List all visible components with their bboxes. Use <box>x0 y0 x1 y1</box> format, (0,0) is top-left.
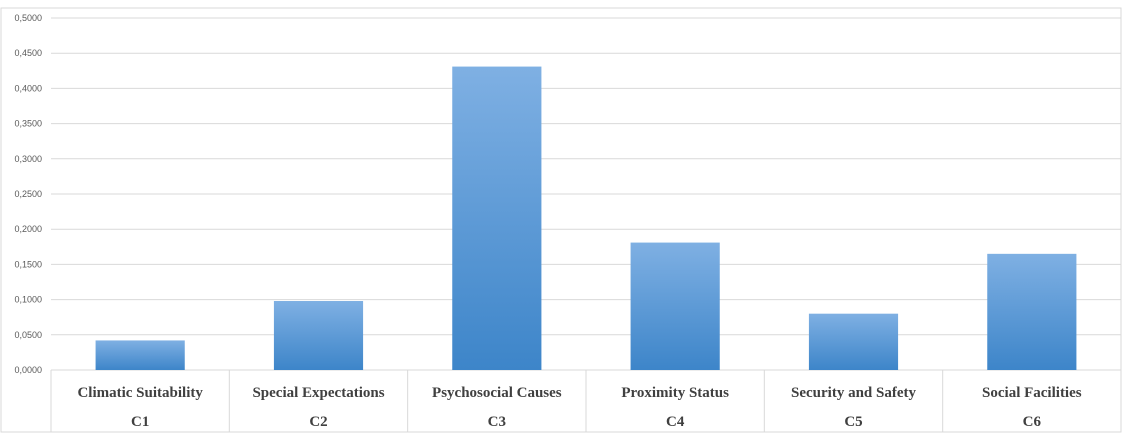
category-code-label: C6 <box>1023 414 1042 430</box>
category-label: Climatic Suitability <box>77 385 203 401</box>
bar-c4 <box>630 242 720 370</box>
y-tick-label: 0,2000 <box>14 224 42 234</box>
category-code-label: C2 <box>309 414 327 430</box>
bar-c6 <box>987 253 1077 370</box>
y-tick-label: 0,0500 <box>14 330 42 340</box>
category-code-label: C3 <box>488 414 506 430</box>
category-label: Special Expectations <box>252 385 384 401</box>
y-tick-label: 0,2500 <box>14 189 42 199</box>
y-tick-label: 0,4000 <box>14 83 42 93</box>
y-tick-label: 0,3000 <box>14 154 42 164</box>
category-label: Psychosocial Causes <box>432 385 562 401</box>
category-axis: Climatic Suitability C1 Special Expectatio… <box>50 370 1122 432</box>
bars <box>95 66 1077 371</box>
category-label: Social Facilities <box>982 385 1082 401</box>
category-code-label: C5 <box>844 414 862 430</box>
bar-c2 <box>273 301 364 370</box>
bar-c3 <box>452 66 542 371</box>
category-code-label: C1 <box>131 414 149 430</box>
y-tick-label: 0,1500 <box>14 259 42 269</box>
y-tick-label: 0,0000 <box>14 365 42 375</box>
gridlines <box>51 17 1121 371</box>
category-label: Security and Safety <box>791 385 916 401</box>
category-label: Proximity Status <box>621 385 729 401</box>
bar-c5 <box>808 313 899 370</box>
bar-c1 <box>95 340 185 370</box>
y-tick-label: 0,3500 <box>14 119 42 129</box>
chart-border <box>0 7 1122 433</box>
y-tick-label: 0,1000 <box>14 295 42 305</box>
y-tick-label: 0,5000 <box>14 13 42 23</box>
y-axis-tick-labels: 0,0000 0,0500 0,1000 0,1500 0,2000 0,2500 0,30… <box>14 13 42 375</box>
y-tick-label: 0,4500 <box>14 48 42 58</box>
category-code-label: C4 <box>666 414 685 430</box>
